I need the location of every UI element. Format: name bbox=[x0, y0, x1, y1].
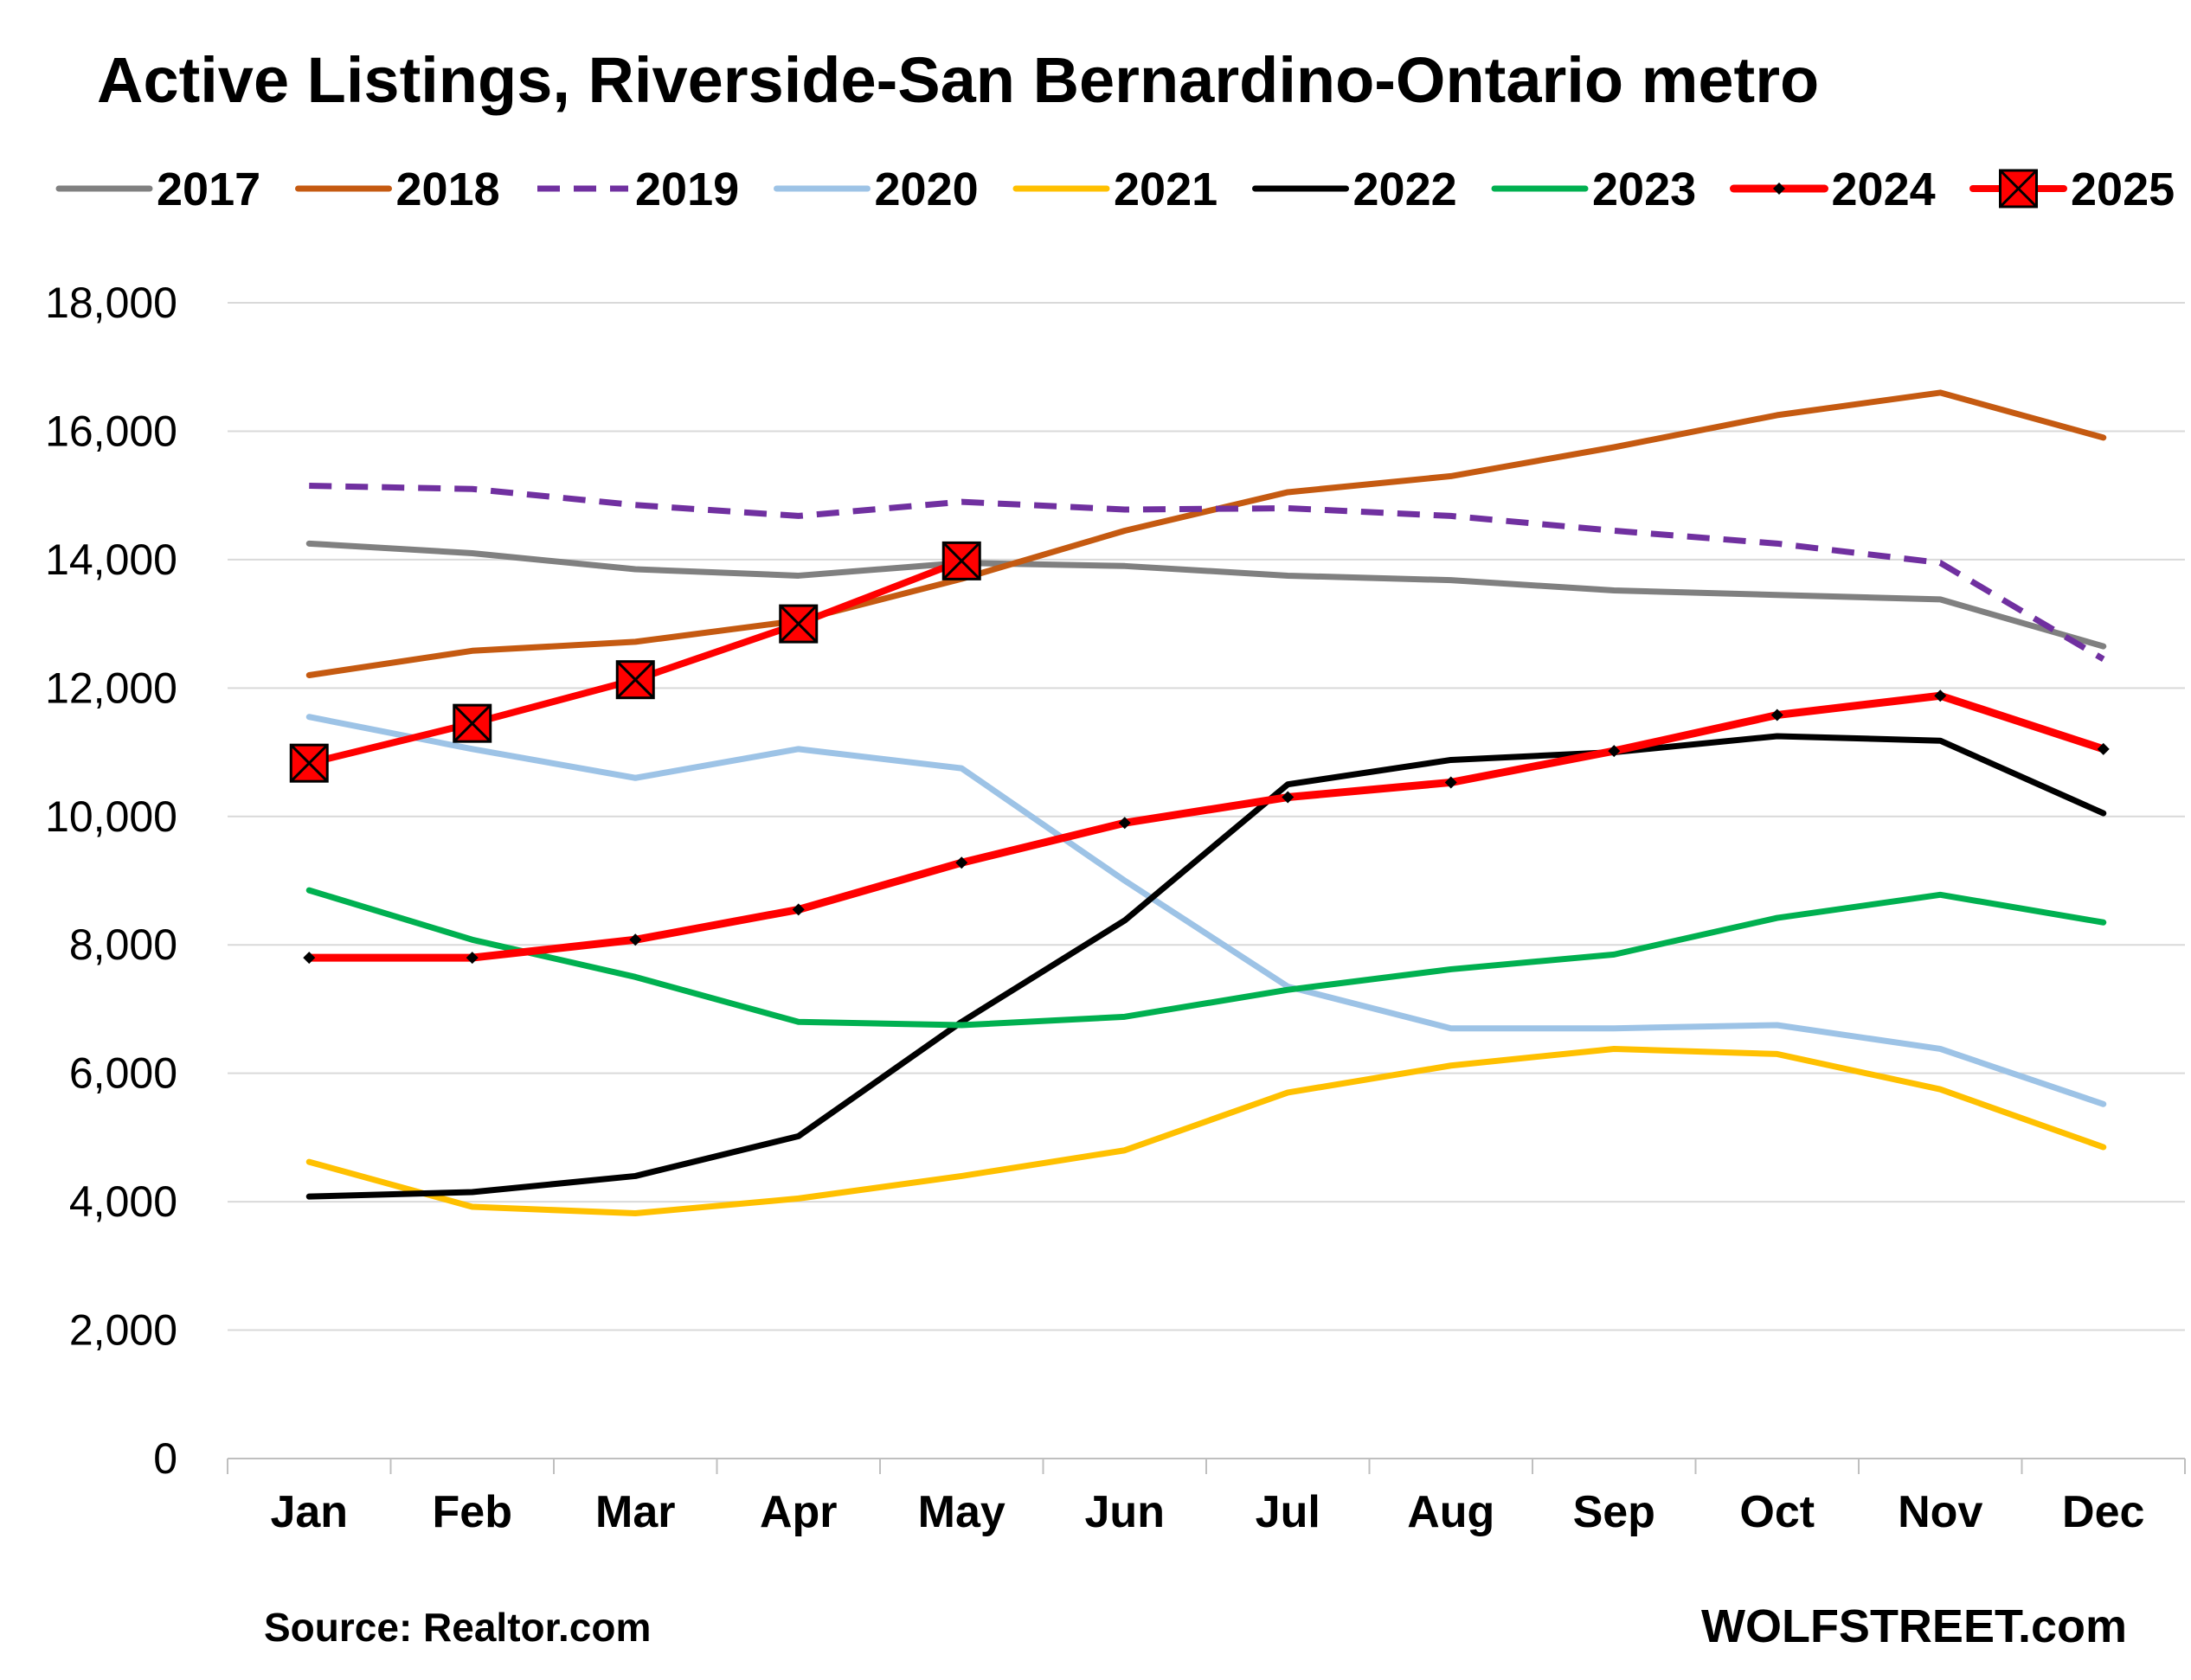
legend-label: 2017 bbox=[157, 164, 260, 215]
y-tick-label: 12,000 bbox=[45, 664, 177, 712]
legend-label: 2025 bbox=[2071, 164, 2175, 215]
legend-item-2017: 2017 bbox=[55, 164, 260, 215]
x-tick-label-aug: Aug bbox=[1407, 1487, 1494, 1537]
series-2024-point bbox=[1773, 183, 1785, 195]
x-tick-label-jul: Jul bbox=[1256, 1487, 1320, 1537]
chart-title: Active Listings, Riverside-San Bernardin… bbox=[97, 44, 1819, 116]
plot-area bbox=[289, 389, 2110, 1216]
series-2025-point bbox=[941, 541, 981, 580]
marker-cross-b bbox=[453, 704, 492, 743]
series-2024-point bbox=[1118, 817, 1131, 830]
marker-cross-b bbox=[1999, 169, 2038, 208]
series-2020 bbox=[305, 714, 2107, 1107]
series-2024-point bbox=[1608, 745, 1621, 758]
legend-item-2020: 2020 bbox=[774, 164, 979, 215]
marker-cross-b bbox=[942, 542, 981, 580]
series-2021 bbox=[305, 1045, 2107, 1216]
brand-label: WOLFSTREET.com bbox=[1701, 1600, 2127, 1652]
y-tick-label: 16,000 bbox=[45, 407, 177, 455]
series-2025-point bbox=[453, 703, 492, 743]
legend-label: 2018 bbox=[396, 164, 500, 215]
x-tick-label-dec: Dec bbox=[2062, 1487, 2144, 1537]
y-tick-label: 14,000 bbox=[45, 535, 177, 584]
series-2017 bbox=[305, 540, 2107, 650]
y-axis: 0 2,000 4,000 6,000 8,000 10,000 12,000 14,000 1… bbox=[45, 279, 177, 1483]
series-2024-point bbox=[303, 952, 316, 965]
series-2019 bbox=[309, 483, 2105, 662]
series-2024-point bbox=[1444, 776, 1457, 789]
x-tick-label-apr: Apr bbox=[760, 1487, 838, 1537]
y-tick-label: 10,000 bbox=[45, 792, 177, 841]
x-tick-label-jan: Jan bbox=[270, 1487, 348, 1537]
series-2025-point bbox=[615, 660, 655, 700]
x-tick-label-jun: Jun bbox=[1085, 1487, 1165, 1537]
x-tick-label-nov: Nov bbox=[1898, 1487, 1982, 1537]
y-tick-label: 18,000 bbox=[45, 279, 177, 327]
series-2024-point bbox=[629, 933, 642, 946]
series-2018 bbox=[305, 389, 2107, 678]
series-2018-line bbox=[305, 389, 2107, 678]
marker-cross-b bbox=[779, 605, 818, 644]
legend-item-2023: 2023 bbox=[1491, 164, 1696, 215]
x-tick-label-oct: Oct bbox=[1739, 1487, 1815, 1537]
series-2024-point bbox=[1770, 709, 1783, 721]
legend-label: 2021 bbox=[1114, 164, 1218, 215]
series-2024-line bbox=[305, 691, 2108, 962]
x-tick-label-mar: Mar bbox=[595, 1487, 675, 1537]
x-axis: Jan Feb Mar Apr May Jun Jul Aug Sep Oct Nov Dec bbox=[227, 1458, 2186, 1537]
source-note: Source: Realtor.com bbox=[264, 1605, 651, 1650]
legend-item-2018: 2018 bbox=[295, 164, 500, 215]
y-tick-label: 8,000 bbox=[69, 920, 177, 969]
series-2025-point bbox=[289, 743, 329, 783]
marker-cross-b bbox=[290, 744, 329, 783]
legend-label: 2020 bbox=[875, 164, 979, 215]
series-2024-point bbox=[466, 952, 479, 965]
gridlines bbox=[228, 302, 2185, 1331]
series-2025-point bbox=[779, 604, 819, 644]
x-tick-label-sep: Sep bbox=[1573, 1487, 1655, 1537]
series-2024-point bbox=[1934, 689, 1947, 702]
series-2023 bbox=[305, 887, 2107, 1029]
y-tick-label: 2,000 bbox=[69, 1306, 177, 1355]
series-2023-line bbox=[305, 887, 2107, 1029]
legend: 2017 2018 2019 2020 2021 2022 2023 2024 2025 bbox=[55, 164, 2175, 215]
x-tick-label-feb: Feb bbox=[433, 1487, 512, 1537]
series-2019-line bbox=[309, 483, 2105, 662]
legend-item-2019: 2019 bbox=[537, 164, 739, 215]
legend-label: 2022 bbox=[1353, 164, 1457, 215]
series-2025-point bbox=[1999, 169, 2038, 208]
series-2022-line bbox=[305, 733, 2107, 1200]
marker-cross-b bbox=[616, 660, 655, 699]
legend-label: 2023 bbox=[1592, 164, 1696, 215]
series-2024-point bbox=[792, 903, 805, 916]
series-2022 bbox=[305, 733, 2107, 1200]
series-2024 bbox=[303, 689, 2110, 965]
x-tick-label-may: May bbox=[918, 1487, 1006, 1537]
series-2021-line bbox=[305, 1045, 2107, 1216]
legend-label: 2024 bbox=[1832, 164, 1936, 215]
series-2020-line bbox=[305, 714, 2107, 1107]
series-2024-point bbox=[2097, 742, 2110, 755]
legend-item-2024: 2024 bbox=[1730, 164, 1936, 215]
series-2025 bbox=[289, 541, 981, 783]
series-2024-point bbox=[1282, 791, 1295, 804]
legend-label: 2019 bbox=[635, 164, 739, 215]
y-tick-label: 4,000 bbox=[69, 1177, 177, 1226]
legend-item-2022: 2022 bbox=[1252, 164, 1457, 215]
legend-item-2025: 2025 bbox=[1969, 164, 2175, 215]
y-tick-label: 0 bbox=[153, 1434, 177, 1483]
legend-item-2021: 2021 bbox=[1012, 164, 1218, 215]
y-tick-label: 6,000 bbox=[69, 1049, 177, 1098]
series-2017-line bbox=[305, 540, 2107, 650]
series-2024-point bbox=[955, 856, 968, 869]
